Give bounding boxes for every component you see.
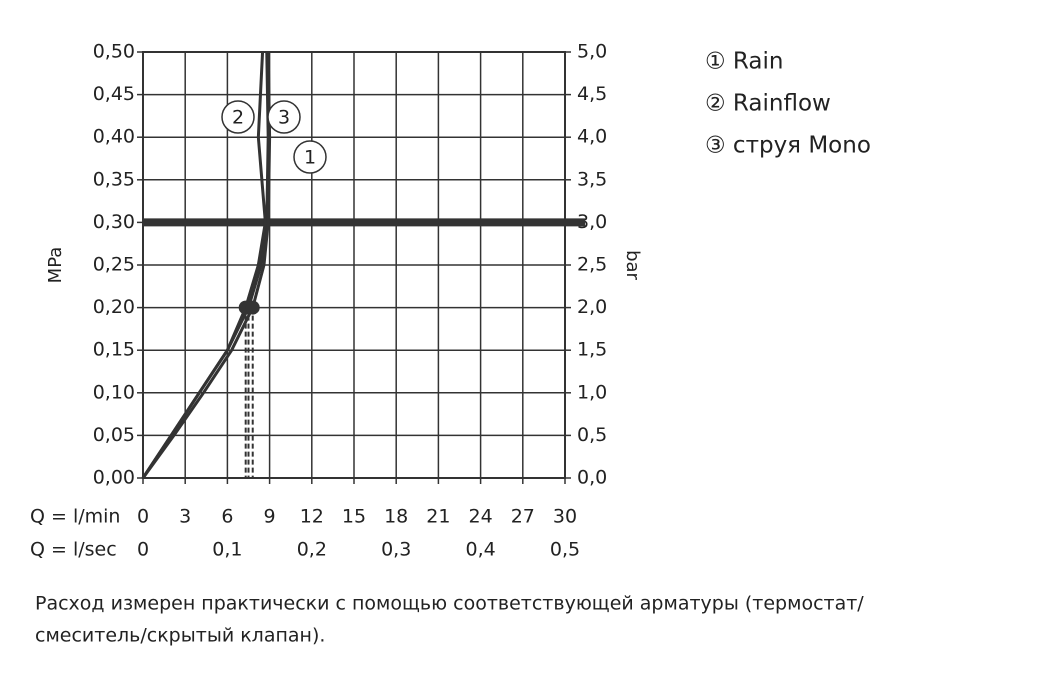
y2-tick-label: 3,0	[577, 211, 607, 233]
series-tag: 2	[232, 107, 244, 129]
legend-entry: ③ струя Mono	[705, 133, 871, 159]
footnote: смеситель/скрытый клапан).	[35, 625, 325, 647]
x2-tick-label: 0,1	[212, 539, 242, 561]
plot-frame	[142, 51, 566, 479]
x2-axis-label: Q = l/sec	[30, 539, 117, 561]
y2-tick-label: 4,5	[577, 83, 607, 105]
y2-tick-label: 0,5	[577, 424, 607, 446]
series-tag-circle	[293, 140, 327, 174]
operating-point	[245, 300, 260, 315]
y-tick-label: 0,35	[93, 168, 135, 190]
x-tick-label: 12	[300, 506, 324, 528]
series-tag: 1	[304, 147, 316, 169]
y-tick-label: 0,50	[93, 41, 135, 63]
legend-entry: ① Rain	[705, 49, 783, 75]
y2-tick-label: 2,0	[577, 296, 607, 318]
y2-tick-label: 1,0	[577, 381, 607, 403]
x-tick-label: 0	[137, 506, 149, 528]
y-tick-label: 0,20	[93, 296, 135, 318]
y-tick-label: 0,10	[93, 381, 135, 403]
series-tag: 3	[278, 107, 290, 129]
x-tick-label: 15	[342, 506, 366, 528]
y-tick-label: 0,40	[93, 126, 135, 148]
y2-tick-label: 4,0	[577, 126, 607, 148]
x-tick-label: 27	[511, 506, 535, 528]
y2-tick-label: 1,5	[577, 339, 607, 361]
y2-axis-label: bar	[622, 250, 643, 280]
x2-tick-label: 0,2	[297, 539, 327, 561]
y-tick-label: 0,05	[93, 424, 135, 446]
legend-entry: ② Rainflow	[705, 91, 831, 117]
y2-tick-label: 3,5	[577, 168, 607, 190]
y-tick-label: 0,45	[93, 83, 135, 105]
footnote: Расход измерен практически с помощью соо…	[35, 593, 864, 615]
x-tick-label: 24	[469, 506, 493, 528]
y-tick-label: 0,25	[93, 254, 135, 276]
x2-tick-label: 0,5	[550, 539, 580, 561]
x-tick-label: 9	[264, 506, 276, 528]
x2-tick-label: 0,4	[465, 539, 495, 561]
y-tick-label: 0,00	[93, 467, 135, 489]
x-axis-label: Q = l/min	[30, 506, 120, 528]
y-axis-label: MPa	[45, 247, 66, 284]
y2-tick-label: 0,0	[577, 467, 607, 489]
x-tick-label: 6	[221, 506, 233, 528]
x2-tick-label: 0,3	[381, 539, 411, 561]
x-tick-label: 3	[179, 506, 191, 528]
x-tick-label: 18	[384, 506, 408, 528]
x-tick-label: 21	[426, 506, 450, 528]
series-tag-circle	[267, 100, 301, 134]
y-tick-label: 0,30	[93, 211, 135, 233]
x2-tick-label: 0	[137, 539, 149, 561]
x-tick-label: 30	[553, 506, 577, 528]
series-tag-circle	[221, 100, 255, 134]
y2-tick-label: 5,0	[577, 41, 607, 63]
y-tick-label: 0,15	[93, 339, 135, 361]
y2-tick-label: 2,5	[577, 254, 607, 276]
